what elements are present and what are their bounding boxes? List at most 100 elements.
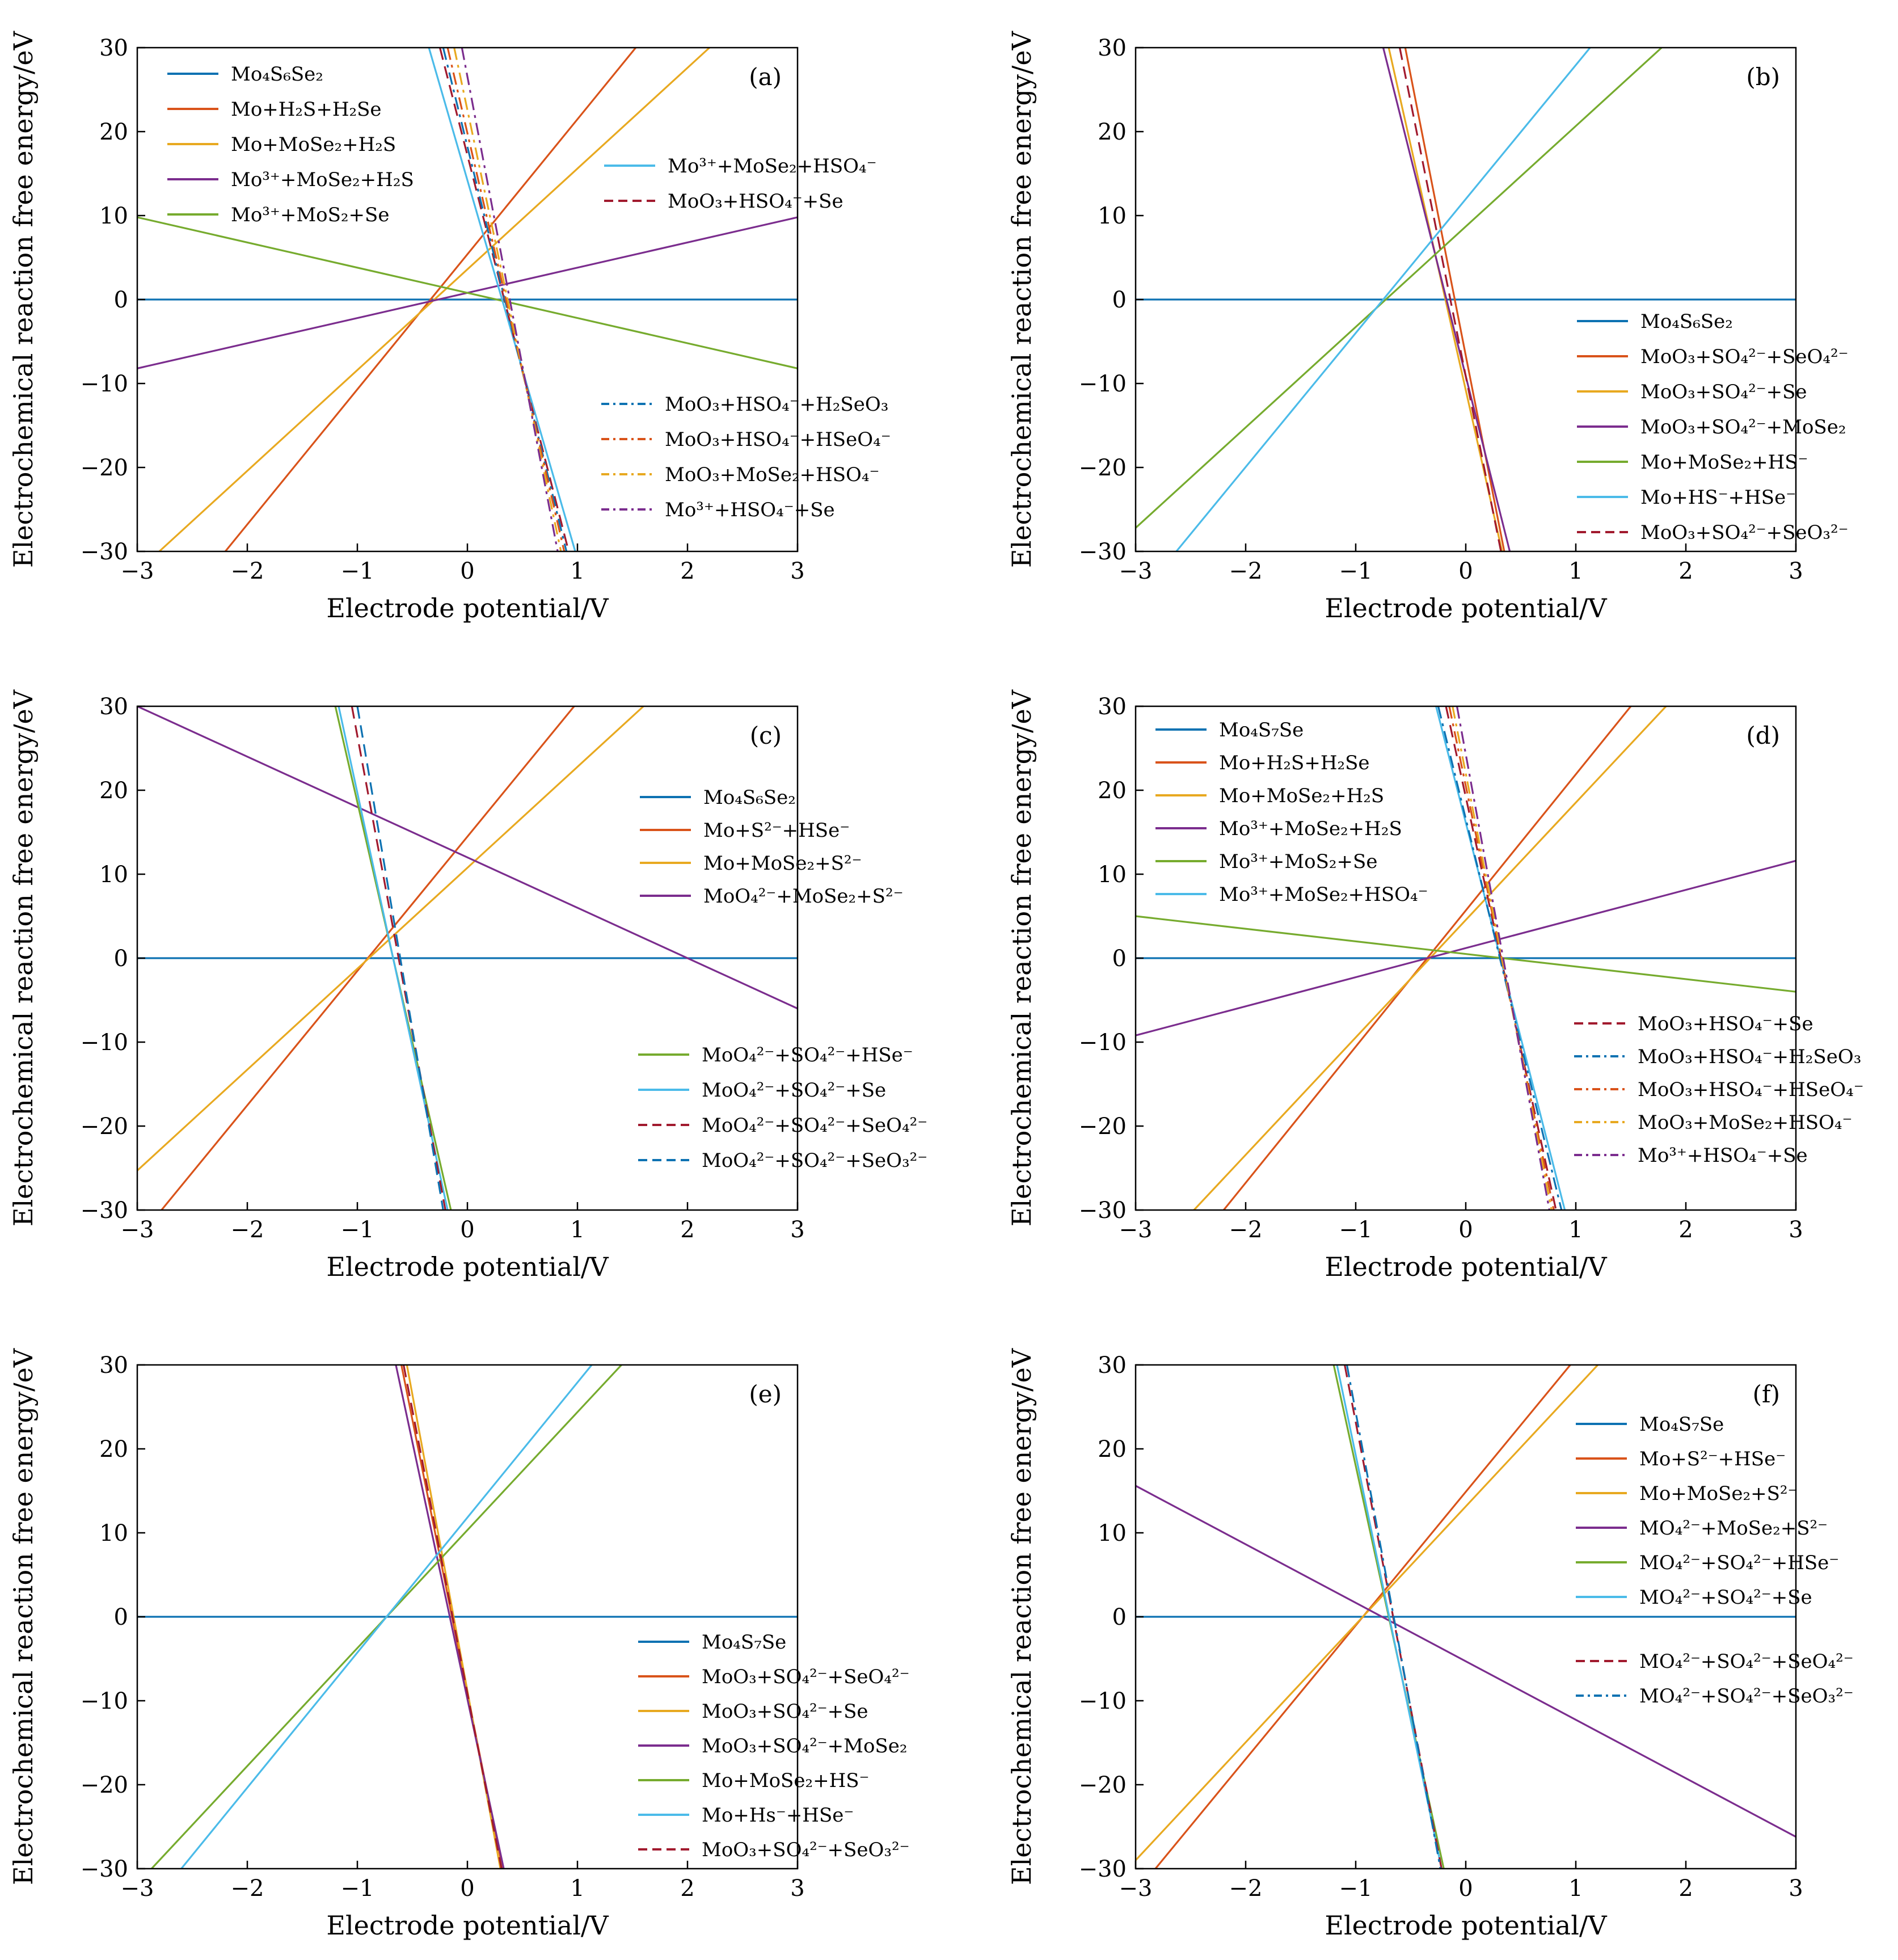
- panel-label: (b): [1746, 63, 1780, 91]
- legend-label: Mo₄S₇Se: [1219, 719, 1304, 741]
- series-line-5: [1136, 48, 1663, 529]
- x-tick-label: 1: [1568, 1217, 1583, 1243]
- series-line-6: [180, 1365, 593, 1869]
- legend-label: MoO₃+HSO₄⁻+Se: [668, 190, 843, 213]
- x-tick-label: 2: [1678, 558, 1693, 584]
- y-tick-label: −20: [81, 1114, 128, 1140]
- y-axis-title: Electrochemical reaction free energy/eV: [8, 31, 39, 568]
- y-tick-label: 10: [99, 1520, 128, 1546]
- legend-1: Mo₄S₆Se₂ Mo+H₂S+H₂Se Mo+MoSe₂+H₂S Mo³⁺+MoSe…: [167, 63, 414, 226]
- y-tick-label: 20: [1098, 1436, 1127, 1462]
- legend-label: MoO₃+HSO₄⁻+H₂SeO₃: [665, 393, 888, 416]
- y-tick-label: −20: [81, 1772, 128, 1798]
- legend-label: Mo+S²⁻+HSe⁻: [1639, 1448, 1786, 1470]
- y-tick-label: 0: [1112, 946, 1127, 972]
- x-tick-label: 2: [1678, 1875, 1693, 1902]
- legend-label: MoO₃+SO₄²⁻+SeO₃²⁻: [702, 1839, 910, 1861]
- y-tick-label: −30: [1079, 1198, 1127, 1224]
- x-tick-label: 3: [1789, 1217, 1803, 1243]
- x-tick-label: −3: [121, 1217, 154, 1243]
- x-tick-label: −3: [1119, 558, 1153, 584]
- legend-label: Mo³⁺+MoS₂+Se: [231, 204, 389, 226]
- y-tick-label: 30: [1098, 694, 1127, 720]
- legend-label: MO₄²⁻+SO₄²⁻+HSe⁻: [1639, 1552, 1839, 1574]
- y-tick-label: 0: [114, 946, 128, 972]
- series-line-7: [1399, 48, 1502, 551]
- series-line-6: [428, 48, 576, 551]
- x-axis-title: Electrode potential/V: [1325, 1910, 1607, 1941]
- x-tick-label: 3: [790, 558, 804, 584]
- legend-label: MoO₃+SO₄²⁻+MoSe₂: [1640, 416, 1846, 439]
- y-tick-label: −30: [81, 1198, 128, 1224]
- x-tick-label: −1: [341, 558, 374, 584]
- y-tick-label: 0: [1112, 1604, 1127, 1630]
- y-tick-label: 10: [99, 203, 128, 229]
- y-tick-label: −10: [1079, 371, 1127, 397]
- series-line-7: [402, 1365, 503, 1869]
- legend-label: Mo+H₂S+H₂Se: [231, 98, 382, 121]
- series-line-4: [1136, 1485, 1796, 1838]
- x-tick-label: 2: [680, 558, 694, 584]
- y-tick-label: −10: [1079, 1030, 1127, 1056]
- series-lines: [137, 1365, 798, 1869]
- y-axis-title: Electrochemical reaction free energy/eV: [1006, 31, 1037, 568]
- y-axis-title: Electrochemical reaction free energy/eV: [8, 1348, 39, 1885]
- legend-1: Mo₄S₆Se₂ Mo+S²⁻+HSe⁻ Mo+MoSe₂+S²⁻ MoO₄²⁻+Mo…: [640, 786, 904, 908]
- y-tick-label: −20: [1079, 1114, 1127, 1140]
- series-line-9: [446, 48, 566, 551]
- x-tick-label: −2: [231, 1217, 264, 1243]
- legend-3: MoO₃+HSO₄⁻+H₂SeO₃ MoO₃+HSO₄⁻+HSeO₄⁻ MoO₃+M…: [601, 393, 891, 521]
- y-tick-label: 0: [114, 1604, 128, 1630]
- y-tick-label: 30: [1098, 35, 1127, 61]
- y-axis-title: Electrochemical reaction free energy/eV: [8, 689, 39, 1226]
- series-line-3: [137, 706, 644, 1171]
- x-tick-label: −1: [1339, 1875, 1373, 1902]
- y-tick-label: −10: [1079, 1688, 1127, 1714]
- x-tick-label: −2: [1229, 558, 1263, 584]
- series-line-11: [461, 48, 559, 551]
- x-tick-label: 3: [790, 1217, 804, 1243]
- series-line-3: [1387, 48, 1503, 551]
- series-line-5: [137, 216, 798, 369]
- y-tick-label: −20: [1079, 1772, 1127, 1798]
- x-tick-label: 0: [460, 1875, 474, 1902]
- x-tick-label: 3: [1789, 1875, 1803, 1902]
- y-tick-label: −30: [81, 539, 128, 565]
- y-tick-label: 30: [99, 35, 128, 61]
- legend-label: MoO₃+HSO₄⁻+Se: [1638, 1013, 1813, 1035]
- legend-label: MoO₃+SO₄²⁻+SeO₄²⁻: [1640, 345, 1849, 368]
- legend-2: MoO₄²⁻+SO₄²⁻+HSe⁻ MoO₄²⁻+SO₄²⁻+Se MoO₄²⁻+S…: [638, 1044, 927, 1172]
- x-tick-label: 2: [680, 1875, 694, 1902]
- y-tick-label: −30: [1079, 1856, 1127, 1882]
- series-line-8: [356, 706, 444, 1210]
- x-tick-label: 2: [680, 1217, 694, 1243]
- y-tick-label: 20: [1098, 119, 1127, 145]
- x-tick-label: −2: [231, 558, 264, 584]
- legend-label: Mo+S²⁻+HSe⁻: [703, 819, 850, 842]
- series-line-4: [1136, 859, 1796, 1036]
- legend-label: MoO₃+HSO₄⁻+HSeO₄⁻: [665, 428, 891, 451]
- y-tick-label: −10: [81, 371, 128, 397]
- legend-label: Mo³⁺+HSO₄⁻+Se: [1638, 1144, 1808, 1167]
- x-axis-title: Electrode potential/V: [1325, 593, 1607, 623]
- legend-label: Mo₄S₇Se: [702, 1631, 786, 1654]
- x-axis-title: Electrode potential/V: [326, 593, 609, 623]
- legend-label: MoO₃+HSO₄⁻+HSeO₄⁻: [1638, 1078, 1864, 1101]
- legend-label: MoO₄²⁻+SO₄²⁻+SeO₄²⁻: [702, 1114, 927, 1137]
- legend-1: Mo₄S₇Se Mo+H₂S+H₂Se Mo+MoSe₂+H₂S Mo³⁺+MoSe₂…: [1155, 719, 1428, 906]
- series-lines: [1136, 1365, 1796, 1869]
- x-tick-label: 1: [570, 558, 584, 584]
- series-line-4: [1382, 48, 1511, 551]
- series-lines: [137, 706, 798, 1210]
- legend-label: Mo₄S₆Se₂: [231, 63, 323, 86]
- legend-label: MO₄²⁻+MoSe₂+S²⁻: [1639, 1517, 1828, 1540]
- panel-label: (a): [749, 63, 782, 91]
- legend-label: Mo+MoSe₂+H₂S: [231, 133, 396, 156]
- legend-label: Mo+H₂S+H₂Se: [1219, 752, 1370, 774]
- legend-label: MoO₃+SO₄²⁻+SeO₄²⁻: [702, 1666, 910, 1688]
- series-line-8: [442, 48, 568, 551]
- legend-label: Mo³⁺+MoSe₂+HSO₄⁻: [668, 155, 877, 178]
